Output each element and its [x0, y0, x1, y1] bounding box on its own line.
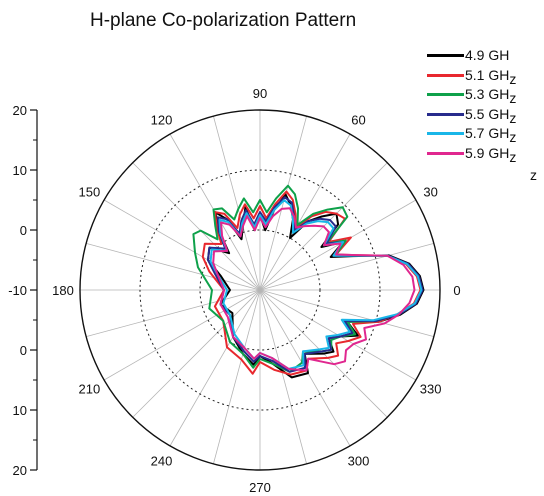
angle-label-270: 270 [249, 480, 271, 495]
series-group [192, 184, 425, 379]
angle-label-300: 300 [348, 454, 370, 469]
grid-ring [199, 229, 321, 351]
legend-label: 5.7 GHz [465, 125, 517, 145]
polar-grid: 0 30 60 90 120 150 180 210 240 270 300 330 [52, 86, 460, 495]
grid-spoke [213, 289, 261, 464]
grid-spoke [86, 243, 261, 291]
grid-spoke [103, 199, 261, 291]
grid-ring [139, 169, 381, 411]
grid-spoke [132, 162, 261, 291]
radial-tick-label: 0 [20, 343, 27, 358]
legend-label: 4.9 GH [465, 47, 510, 63]
grid-spoke [86, 289, 261, 337]
radial-tick-label: -10 [8, 283, 27, 298]
grid-spoke [213, 116, 261, 291]
angle-label-120: 120 [151, 112, 173, 127]
grid-spoke [132, 289, 261, 418]
outer-circle [79, 109, 441, 471]
series-line [212, 207, 416, 372]
chart-title: H-plane Co-polarization Pattern [90, 10, 357, 31]
grid-spoke [103, 289, 261, 381]
series-line [192, 184, 423, 373]
angle-label-0: 0 [453, 283, 460, 298]
legend-swatch [427, 73, 464, 77]
radial-tick-label: 10 [13, 403, 27, 418]
legend-label: 5.3 GHz [465, 86, 517, 106]
series-line [209, 199, 423, 370]
legend-swatch [427, 151, 464, 155]
legend-swatch [427, 112, 464, 116]
angle-label-30: 30 [423, 185, 437, 200]
radial-axis: 20 10 0 -10 0 10 20 [8, 103, 38, 478]
grid-spoke [169, 289, 261, 447]
angle-label-210: 210 [79, 382, 101, 397]
angle-label-90: 90 [253, 86, 267, 101]
radial-tick-label: 10 [13, 163, 27, 178]
radial-tick-label: 20 [13, 103, 27, 118]
grid-spoke [259, 199, 417, 291]
grid-spoke [259, 116, 307, 291]
series-line [207, 196, 424, 373]
legend-label: z [530, 167, 537, 183]
radial-tick-label: 20 [13, 463, 27, 478]
grid-spoke [259, 289, 434, 337]
legend-label: 5.9 GHz [465, 144, 517, 165]
angle-label-150: 150 [79, 185, 101, 200]
angle-label-330: 330 [420, 382, 442, 397]
angle-label-180: 180 [52, 283, 74, 298]
angle-label-240: 240 [151, 454, 173, 469]
grid-spoke [259, 133, 351, 291]
radial-tick-label: 0 [20, 223, 27, 238]
grid-spoke [259, 289, 307, 464]
legend-label: 5.5 GHz [465, 105, 517, 126]
angle-label-60: 60 [351, 112, 365, 127]
grid-spoke [259, 243, 434, 291]
legend-swatch [427, 93, 464, 96]
legend-swatch [427, 54, 464, 57]
series-line [201, 190, 422, 376]
legend-label: 5.1 GHz [465, 66, 517, 87]
legend-swatch [427, 132, 464, 135]
